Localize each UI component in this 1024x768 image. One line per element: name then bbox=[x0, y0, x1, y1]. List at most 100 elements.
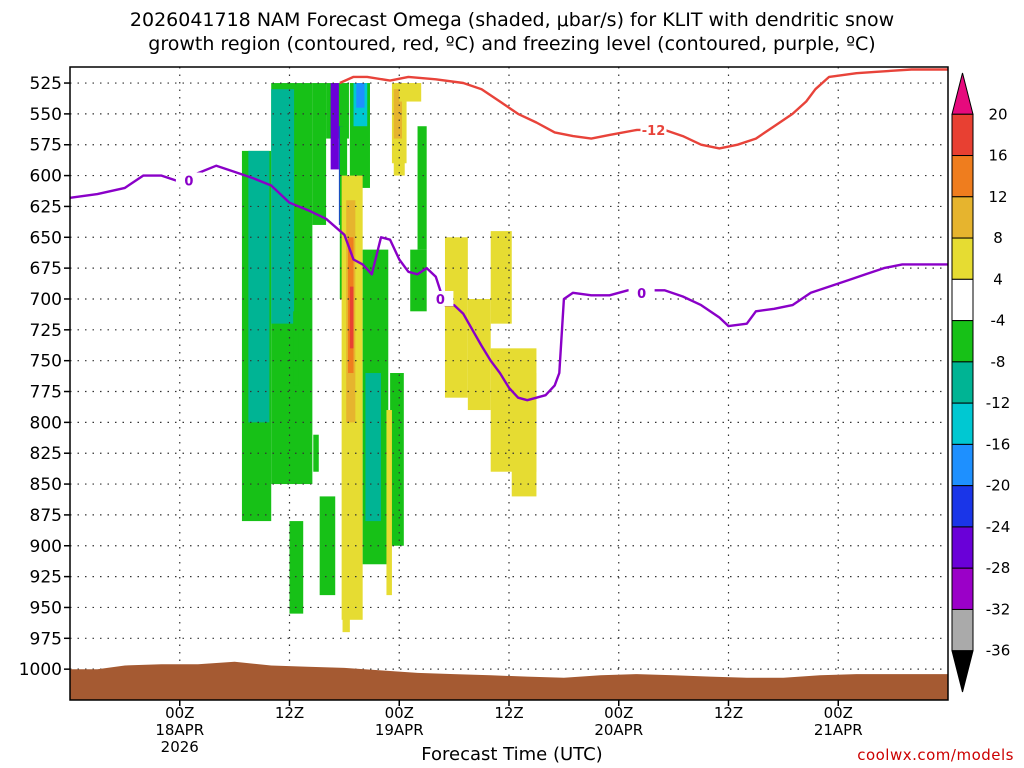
colorbar-label--16: -16 bbox=[986, 435, 1011, 453]
svg-text:0: 0 bbox=[184, 175, 193, 190]
y-tick-label-675: 675 bbox=[30, 259, 62, 279]
colorbar-bottom-triangle bbox=[951, 650, 974, 693]
y-tick-label-875: 875 bbox=[30, 506, 62, 526]
chart-title-line-2: growth region (contoured, red, ºC) and f… bbox=[148, 33, 876, 55]
snow-growth-contour-label: -12 bbox=[640, 121, 667, 139]
colorbar-band-13 bbox=[951, 608, 974, 652]
colorbar-band-3 bbox=[951, 196, 974, 239]
colorbar-band-8 bbox=[951, 402, 974, 445]
x-tick-label-24-1: 19APR bbox=[375, 721, 424, 739]
colorbar-top-triangle bbox=[951, 72, 974, 115]
colorbar-band-12 bbox=[951, 567, 974, 610]
svg-text:0: 0 bbox=[436, 293, 445, 308]
omega-shade-region-33 bbox=[490, 231, 512, 324]
x-tick-label-72-1: 21APR bbox=[814, 721, 863, 739]
y-tick-label-800: 800 bbox=[30, 413, 62, 433]
omega-shade-region-32 bbox=[467, 298, 491, 411]
chart-grid bbox=[70, 67, 948, 700]
colorbar-label-16: 16 bbox=[988, 147, 1007, 165]
x-tick-label-24-0: 00Z bbox=[385, 704, 414, 722]
omega-shading bbox=[241, 83, 537, 633]
x-tick-label-48-1: 20APR bbox=[594, 721, 643, 739]
y-tick-label-700: 700 bbox=[30, 290, 62, 310]
y-tick-label-625: 625 bbox=[30, 197, 62, 217]
omega-shade-region-28 bbox=[393, 89, 402, 139]
colorbar-label--4: -4 bbox=[991, 312, 1006, 330]
colorbar-label--32: -32 bbox=[986, 600, 1011, 618]
y-tick-label-550: 550 bbox=[30, 105, 62, 125]
x-tick-label-0-2: 2026 bbox=[161, 738, 199, 756]
contour-lines: -12 0 0 0 bbox=[69, 68, 948, 402]
colorbar-label-8: 8 bbox=[993, 229, 1003, 247]
colorbar-band-5 bbox=[951, 278, 974, 322]
omega-shade-region-23 bbox=[390, 373, 404, 546]
omega-shade-region-25 bbox=[417, 126, 427, 250]
chart-title-line-1: 2026041718 NAM Forecast Omega (shaded, μ… bbox=[129, 9, 895, 31]
omega-shade-region-13 bbox=[330, 83, 339, 170]
colorbar-label--36: -36 bbox=[986, 642, 1011, 660]
x-tick-label-36-0: 12Z bbox=[494, 704, 523, 722]
omega-shade-region-4 bbox=[248, 150, 270, 423]
colorbar-band-11 bbox=[951, 526, 974, 569]
colorbar-label-4: 4 bbox=[993, 270, 1003, 288]
svg-text:-12: -12 bbox=[642, 124, 666, 139]
y-tick-label-750: 750 bbox=[30, 352, 62, 372]
freezing-contour-label-2: 0 bbox=[628, 284, 655, 302]
omega-shade-region-29 bbox=[399, 83, 422, 102]
y-tick-label-950: 950 bbox=[30, 598, 62, 618]
y-tick-label-825: 825 bbox=[30, 444, 62, 464]
colorbar-label--8: -8 bbox=[991, 353, 1006, 371]
colorbar-band-4 bbox=[951, 237, 974, 280]
site-credit: coolwx.com/models bbox=[857, 746, 1014, 764]
colorbar: 20 16 12 8 4 -4 -8 -12 -16 -20 -24 -28 -32 -36 bbox=[951, 72, 1011, 693]
freezing-contour-label-0: 0 bbox=[175, 172, 202, 190]
terrain-area bbox=[70, 661, 948, 700]
omega-shade-region-12 bbox=[356, 83, 365, 108]
omega-shade-region-20 bbox=[342, 545, 350, 633]
x-tick-label-0-0: 00Z bbox=[165, 704, 194, 722]
y-tick-label-525: 525 bbox=[30, 74, 62, 94]
x-tick-label-72-0: 00Z bbox=[824, 704, 853, 722]
omega-shade-region-9 bbox=[319, 496, 336, 596]
omega-shade-region-2 bbox=[312, 83, 327, 225]
y-tick-label-575: 575 bbox=[30, 136, 62, 156]
omega-shade-region-7 bbox=[289, 521, 304, 614]
colorbar-label-20: 20 bbox=[988, 105, 1007, 123]
freezing-contour-label-1: 0 bbox=[427, 290, 454, 308]
freezing-level-contour-line bbox=[69, 164, 948, 402]
colorbar-label--20: -20 bbox=[986, 477, 1011, 495]
x-tick-label-0-1: 18APR bbox=[155, 721, 204, 739]
svg-text:0: 0 bbox=[637, 287, 646, 302]
x-axis-label: Forecast Time (UTC) bbox=[421, 744, 603, 765]
omega-shade-region-19 bbox=[349, 286, 354, 349]
omega-shade-region-26 bbox=[386, 410, 392, 596]
colorbar-label-12: 12 bbox=[988, 188, 1007, 206]
colorbar-band-7 bbox=[951, 361, 974, 404]
omega-shade-region-30 bbox=[393, 150, 405, 176]
y-tick-label-725: 725 bbox=[30, 321, 62, 341]
colorbar-band-6 bbox=[951, 320, 974, 363]
colorbar-label--12: -12 bbox=[986, 394, 1011, 412]
omega-shade-region-24 bbox=[410, 249, 427, 312]
x-tick-label-12-0: 12Z bbox=[275, 704, 304, 722]
y-tick-label-775: 775 bbox=[30, 383, 62, 403]
x-tick-label-60-0: 12Z bbox=[714, 704, 743, 722]
omega-shade-region-8 bbox=[313, 434, 319, 472]
colorbar-band-9 bbox=[951, 443, 974, 487]
omega-shade-region-22 bbox=[365, 373, 381, 522]
chart-axes bbox=[64, 66, 949, 706]
colorbar-label--28: -28 bbox=[986, 559, 1011, 577]
y-tick-label-650: 650 bbox=[30, 228, 62, 248]
colorbar-band-10 bbox=[951, 485, 974, 528]
y-tick-labels: 525 550 575 600 625 650 675 700 725 750 775 800 825 8… bbox=[19, 74, 62, 680]
omega-shade-region-35 bbox=[511, 373, 537, 497]
x-tick-label-48-0: 00Z bbox=[604, 704, 633, 722]
y-tick-label-975: 975 bbox=[30, 629, 62, 649]
y-tick-label-600: 600 bbox=[30, 167, 62, 187]
y-tick-label-925: 925 bbox=[30, 568, 62, 588]
y-tick-label-850: 850 bbox=[30, 475, 62, 495]
colorbar-band-2 bbox=[951, 155, 974, 198]
y-tick-label-1000: 1000 bbox=[19, 660, 62, 680]
